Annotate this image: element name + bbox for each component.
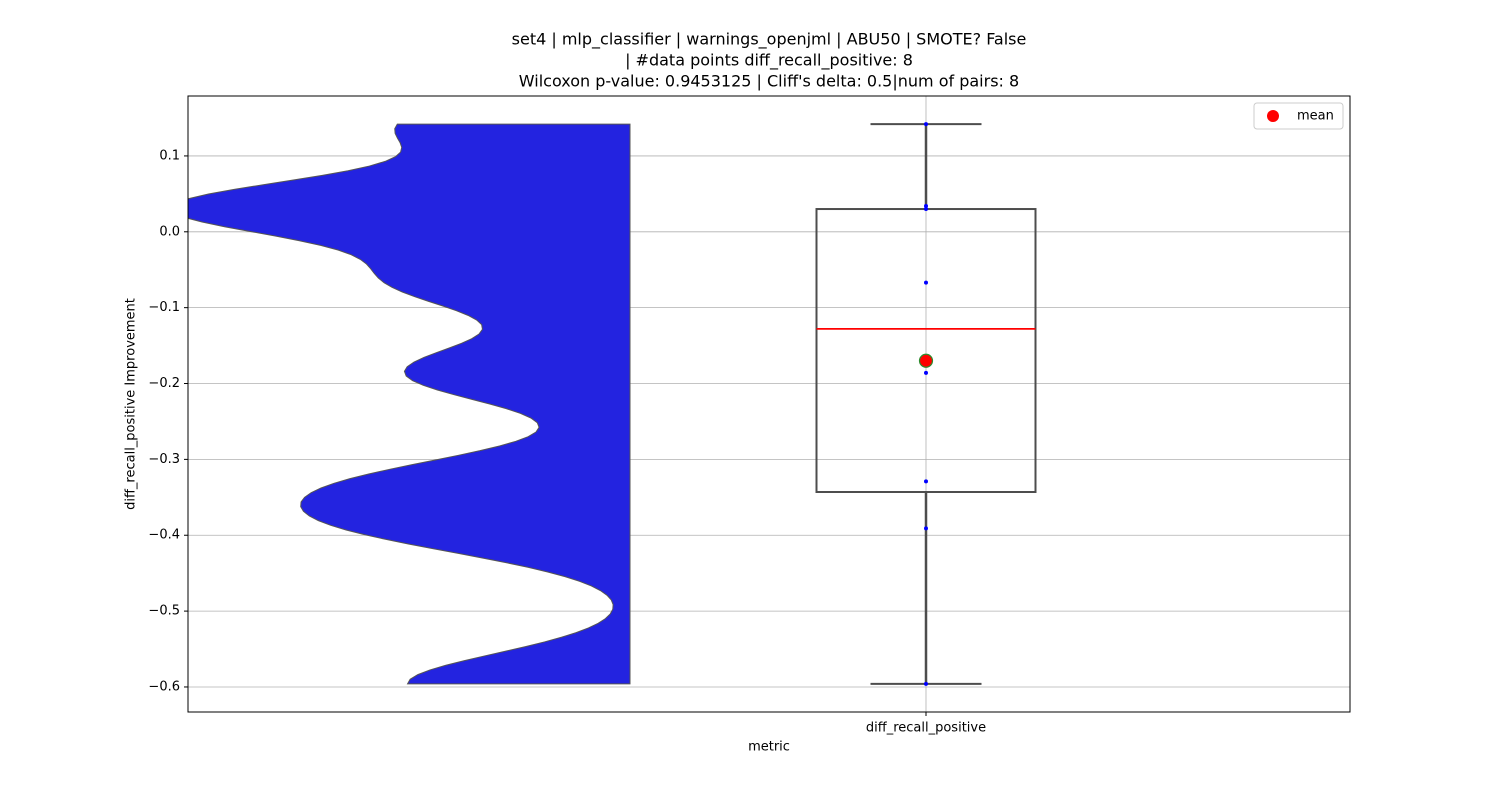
plot-frame xyxy=(187,95,1351,713)
data-point xyxy=(924,122,928,127)
legend-marker xyxy=(1267,110,1279,122)
violin-group xyxy=(188,123,631,685)
y-tick-label: −0.5 xyxy=(148,604,180,619)
data-point xyxy=(924,479,928,484)
y-tick-label: −0.2 xyxy=(148,376,180,391)
y-tick-label: −0.6 xyxy=(148,679,180,694)
x-axis-label: metric xyxy=(748,740,790,755)
legend-box xyxy=(1253,102,1344,130)
chart-title: set4 | mlp_classifier | warnings_openjml… xyxy=(512,30,1027,50)
chart-subtitle: | #data points diff_recall_positive: 8 xyxy=(625,51,913,71)
mean-marker xyxy=(918,353,934,368)
y-tick-label: −0.3 xyxy=(148,452,180,467)
y-axis-label: diff_recall_positive Improvement xyxy=(124,298,139,510)
data-point xyxy=(924,280,928,285)
y-tick-label: −0.1 xyxy=(148,300,180,315)
legend: mean xyxy=(1253,102,1344,130)
data-point xyxy=(924,207,928,212)
y-tick-label: 0.1 xyxy=(159,148,180,163)
y-tick-label: −0.4 xyxy=(148,528,180,543)
chart-subtitle: Wilcoxon p-value: 0.9453125 | Cliff's de… xyxy=(519,72,1019,91)
legend-label: mean xyxy=(1297,109,1334,124)
data-point xyxy=(924,370,928,375)
data-point xyxy=(924,681,928,686)
x-tick-label: diff_recall_positive xyxy=(866,721,986,736)
data-point xyxy=(924,204,928,208)
data-point xyxy=(924,526,928,531)
violin xyxy=(188,123,631,685)
y-tick-label: 0.0 xyxy=(159,224,180,239)
